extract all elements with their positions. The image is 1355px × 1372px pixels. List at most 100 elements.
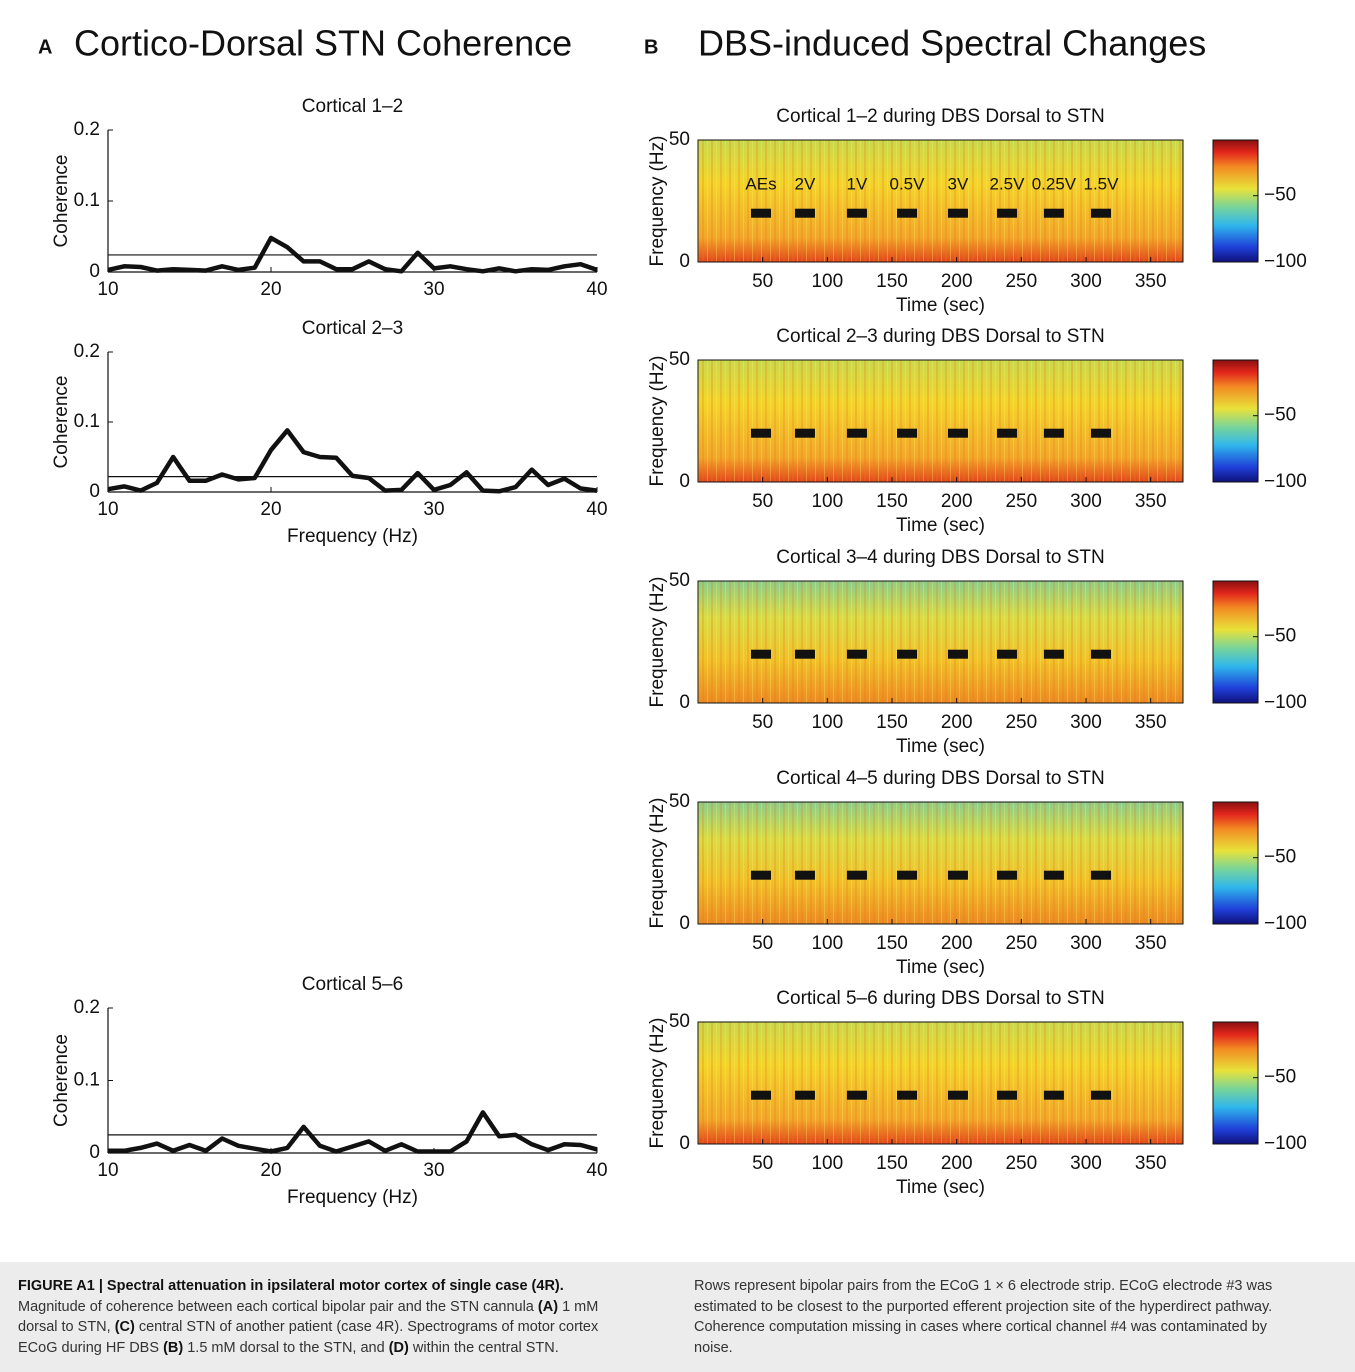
data-line xyxy=(107,235,598,274)
colorbar-tick-label: −100 xyxy=(1264,692,1307,713)
stimulation-marker xyxy=(996,208,1017,218)
panel-title: Cortico-Dorsal STN Coherence xyxy=(74,23,572,64)
x-tick-label: 300 xyxy=(1070,491,1102,512)
x-tick-label: 200 xyxy=(941,1153,973,1174)
stimulation-marker xyxy=(846,649,867,659)
stimulation-marker xyxy=(897,870,918,880)
x-tick-label: 30 xyxy=(423,279,444,300)
chart-title: Cortical 2–3 xyxy=(302,318,403,339)
data-line xyxy=(108,1110,598,1154)
x-tick-label: 40 xyxy=(586,499,607,520)
figure: A Cortico-Dorsal STN Coherence B DBS-ind… xyxy=(38,23,1307,1209)
x-tick-label: 200 xyxy=(941,712,973,733)
y-tick-label: 50 xyxy=(669,570,690,591)
stimulation-marker xyxy=(947,428,968,438)
plot-frame xyxy=(697,359,1184,483)
x-tick-label: 20 xyxy=(260,499,281,520)
x-tick-label: 40 xyxy=(586,279,607,300)
colorbar-tick-label: −50 xyxy=(1264,847,1296,868)
x-axis-label: Frequency (Hz) xyxy=(287,1187,418,1208)
stimulation-marker xyxy=(846,1090,867,1100)
x-tick-label: 10 xyxy=(97,499,118,520)
stimulation-marker xyxy=(846,870,867,880)
colorbar-tick-label: −50 xyxy=(1264,626,1296,647)
stimulation-label: AEs xyxy=(745,175,776,194)
colorbar xyxy=(1212,580,1259,704)
caption-text: (B) xyxy=(163,1339,184,1356)
y-tick-label: 0.1 xyxy=(74,1070,100,1091)
stimulation-label: 1.5V xyxy=(1084,175,1120,194)
stimulation-label: 0.25V xyxy=(1032,175,1077,194)
stimulation-label: 2V xyxy=(795,175,816,194)
stimulation-marker xyxy=(794,870,815,880)
stimulation-marker xyxy=(750,208,771,218)
stimulation-marker xyxy=(897,428,918,438)
stimulation-marker xyxy=(1043,649,1064,659)
y-tick-label: 50 xyxy=(669,1011,690,1032)
caption-left: FIGURE A1 | Spectral attenuation in ipsi… xyxy=(18,1276,608,1358)
colorbar-tick-label: −50 xyxy=(1264,185,1296,206)
chart-title: Cortical 1–2 xyxy=(302,96,403,117)
x-axis-label: Time (sec) xyxy=(896,515,985,536)
plot-frame xyxy=(697,1021,1184,1145)
spectrogram-texture xyxy=(698,140,1183,262)
chart-title: Cortical 2–3 during DBS Dorsal to STN xyxy=(776,326,1104,347)
chart-title: Cortical 3–4 during DBS Dorsal to STN xyxy=(776,547,1104,568)
plot-frame xyxy=(697,139,1184,263)
stimulation-label: 3V xyxy=(948,175,969,194)
y-axis-label: Frequency (Hz) xyxy=(647,798,668,929)
stimulation-marker xyxy=(794,428,815,438)
x-tick-label: 40 xyxy=(586,1160,607,1181)
stimulation-marker xyxy=(897,1090,918,1100)
x-tick-label: 100 xyxy=(811,1153,843,1174)
x-tick-label: 200 xyxy=(941,933,973,954)
x-tick-label: 50 xyxy=(752,712,773,733)
stimulation-marker xyxy=(996,870,1017,880)
spectrogram-texture xyxy=(698,802,1183,924)
y-axis-label: Coherence xyxy=(51,155,72,248)
stimulation-marker xyxy=(947,208,968,218)
x-tick-label: 100 xyxy=(811,712,843,733)
stimulation-marker xyxy=(897,649,918,659)
spectrogram-texture xyxy=(698,1022,1183,1144)
x-tick-label: 150 xyxy=(876,712,908,733)
stimulation-label: 1V xyxy=(847,175,868,194)
x-tick-label: 350 xyxy=(1135,712,1167,733)
stimulation-marker xyxy=(750,1090,771,1100)
chart-title: Cortical 5–6 during DBS Dorsal to STN xyxy=(776,988,1104,1009)
stimulation-marker xyxy=(1043,428,1064,438)
stimulation-marker xyxy=(947,1090,968,1100)
caption-text: central STN of another patient (case 4R)… xyxy=(18,1319,599,1356)
y-tick-label: 0 xyxy=(89,261,100,282)
stimulation-marker xyxy=(1091,649,1112,659)
stimulation-marker xyxy=(794,1090,815,1100)
y-tick-label: 0.2 xyxy=(74,341,100,362)
stimulation-marker xyxy=(1091,1090,1112,1100)
caption-text: (D) xyxy=(388,1339,409,1356)
caption-text: (A) xyxy=(537,1298,559,1315)
stimulation-label: 2.5V xyxy=(989,175,1025,194)
x-tick-label: 50 xyxy=(752,1153,773,1174)
x-tick-label: 50 xyxy=(752,271,773,292)
x-tick-label: 300 xyxy=(1070,712,1102,733)
y-tick-label: 0.2 xyxy=(74,997,100,1018)
x-tick-label: 100 xyxy=(811,271,843,292)
caption-text: FIGURE A1 | Spectral attenuation in ipsi… xyxy=(18,1278,564,1294)
colorbar-tick-label: −100 xyxy=(1264,913,1307,934)
caption-text: within the central STN. xyxy=(408,1339,559,1356)
stimulation-marker xyxy=(1043,208,1064,218)
x-tick-label: 350 xyxy=(1135,491,1167,512)
x-axis-label: Frequency (Hz) xyxy=(287,526,418,547)
x-tick-label: 250 xyxy=(1005,271,1037,292)
stimulation-marker xyxy=(750,649,771,659)
stimulation-label: 0.5V xyxy=(890,175,926,194)
stimulation-marker xyxy=(1043,1090,1064,1100)
x-tick-label: 300 xyxy=(1070,271,1102,292)
x-tick-label: 150 xyxy=(876,933,908,954)
chart-title: Cortical 4–5 during DBS Dorsal to STN xyxy=(776,768,1104,789)
x-tick-label: 200 xyxy=(941,491,973,512)
stimulation-marker xyxy=(846,428,867,438)
plot-frame xyxy=(697,580,1184,704)
x-tick-label: 100 xyxy=(811,491,843,512)
